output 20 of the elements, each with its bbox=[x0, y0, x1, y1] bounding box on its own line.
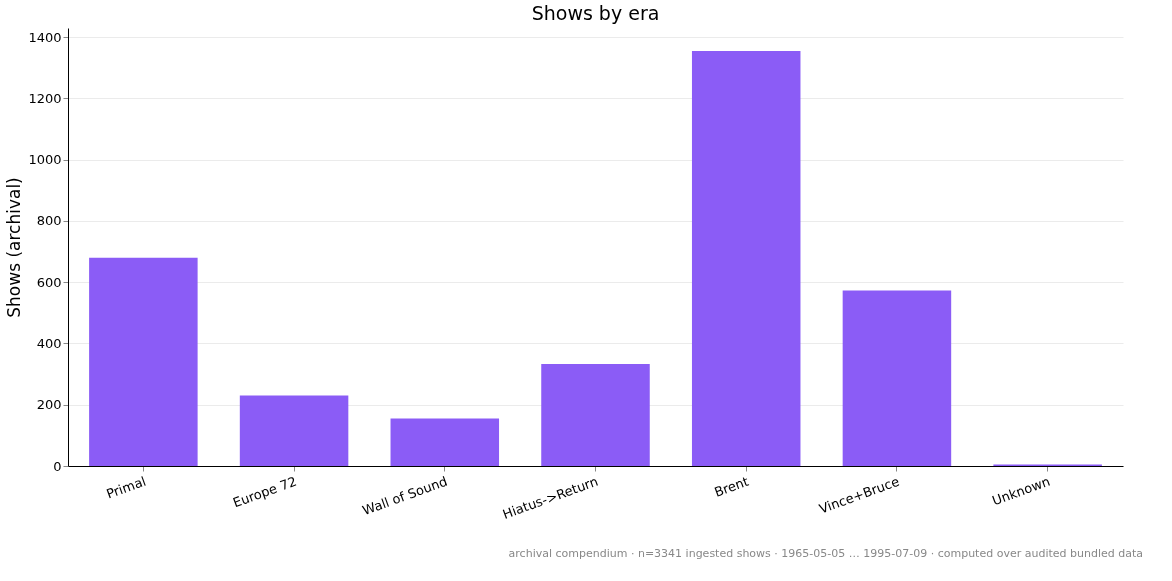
y-axis-title: Shows (archival) bbox=[4, 177, 25, 318]
text: archival compendium · n=3341 ingested shows · 1965-05-05 … 1995-07-09 · computed over audited bundled data bbox=[508, 547, 1143, 560]
chart-title: Shows by era bbox=[531, 2, 660, 24]
y-tick-label: 600 bbox=[36, 274, 62, 290]
y-tick-label: 1200 bbox=[28, 90, 62, 106]
bar bbox=[89, 257, 198, 466]
y-tick-label: 400 bbox=[36, 335, 62, 351]
y-tick-label: 200 bbox=[36, 397, 62, 413]
bar bbox=[541, 364, 650, 466]
bar bbox=[691, 50, 801, 466]
bar bbox=[842, 290, 952, 466]
bar bbox=[390, 418, 500, 466]
x-tick-label: Brent bbox=[712, 473, 751, 500]
y-tick-label: 0 bbox=[53, 458, 62, 474]
bar bbox=[239, 395, 349, 466]
y-tick-label: 1000 bbox=[28, 152, 62, 168]
x-tick-label: Primal bbox=[104, 473, 148, 502]
y-tick-label: 1400 bbox=[28, 29, 62, 45]
x-tick-label: Europe 72 bbox=[231, 473, 299, 511]
y-tick-label: 800 bbox=[36, 213, 62, 229]
